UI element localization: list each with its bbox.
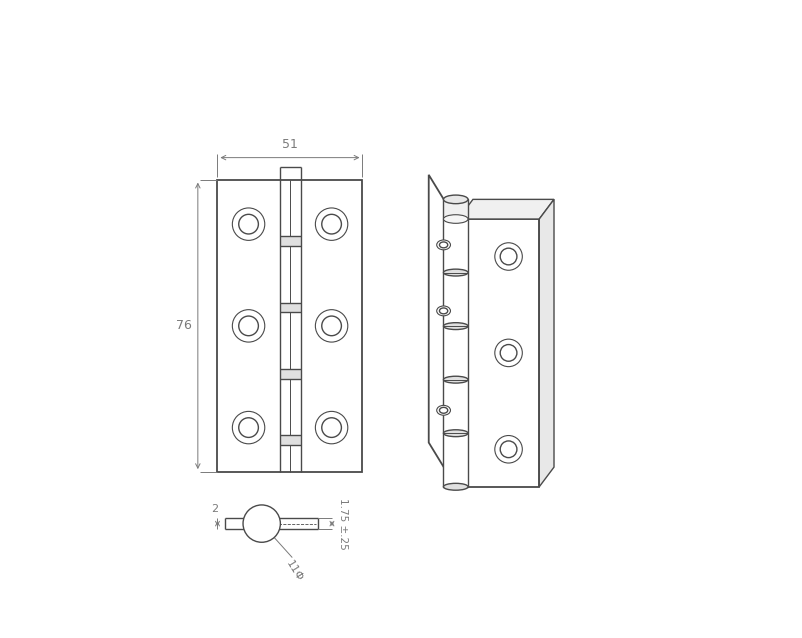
Circle shape [322, 316, 341, 336]
Polygon shape [458, 199, 553, 219]
Ellipse shape [443, 430, 468, 436]
Circle shape [494, 339, 521, 367]
Bar [279, 236, 301, 246]
Circle shape [238, 214, 258, 234]
Ellipse shape [443, 376, 468, 383]
Text: 2: 2 [211, 504, 218, 514]
Ellipse shape [436, 240, 450, 250]
Circle shape [500, 248, 516, 265]
Circle shape [500, 345, 516, 361]
Polygon shape [428, 175, 456, 487]
Circle shape [315, 208, 347, 241]
Bar [443, 199, 468, 219]
Text: 11Φ: 11Φ [283, 559, 304, 584]
Bar [443, 219, 468, 487]
Ellipse shape [443, 195, 468, 204]
Ellipse shape [443, 215, 468, 223]
Circle shape [232, 208, 265, 241]
Circle shape [315, 309, 347, 342]
Bar [279, 369, 301, 379]
Circle shape [238, 316, 258, 336]
Circle shape [232, 412, 265, 444]
Circle shape [232, 309, 265, 342]
Circle shape [500, 441, 516, 457]
Ellipse shape [436, 405, 450, 415]
Ellipse shape [439, 407, 448, 413]
Text: 76: 76 [176, 320, 192, 332]
Circle shape [322, 214, 341, 234]
Ellipse shape [443, 323, 468, 330]
Circle shape [322, 418, 341, 438]
Bar [279, 435, 301, 445]
Circle shape [494, 436, 521, 463]
Ellipse shape [436, 306, 450, 316]
Ellipse shape [443, 269, 468, 276]
Ellipse shape [439, 242, 448, 248]
Circle shape [494, 242, 521, 271]
Circle shape [243, 505, 280, 542]
Polygon shape [539, 199, 553, 487]
Circle shape [315, 412, 347, 444]
Ellipse shape [439, 308, 448, 314]
Text: 51: 51 [282, 138, 298, 151]
Polygon shape [217, 180, 362, 472]
Text: 1.75 ±.25: 1.75 ±.25 [338, 498, 347, 549]
Bar [279, 302, 301, 313]
Ellipse shape [443, 484, 468, 490]
Circle shape [238, 418, 258, 438]
Polygon shape [458, 219, 539, 487]
